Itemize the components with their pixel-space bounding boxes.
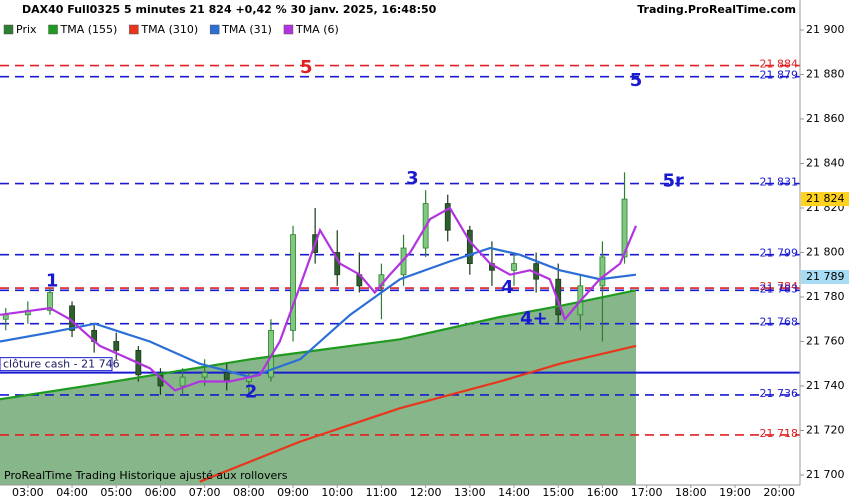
price-body bbox=[69, 305, 75, 331]
y-tick-label: 21 880 bbox=[806, 67, 845, 80]
chart-title: DAX40 Full0325 5 minutes 21 824 +0,42 % … bbox=[22, 3, 437, 16]
legend-label: TMA (155) bbox=[60, 23, 118, 36]
level-label: 21 768 bbox=[760, 316, 799, 329]
wave-label: 4 bbox=[501, 277, 514, 298]
wave-label: 4+ bbox=[520, 308, 548, 329]
level-label: clôture cash - 21 746 bbox=[3, 358, 120, 371]
price-body bbox=[47, 292, 53, 311]
price-body bbox=[444, 203, 451, 231]
x-tick-label: 17:00 bbox=[631, 486, 663, 499]
source: Trading.ProRealTime.com bbox=[637, 3, 796, 16]
price-body bbox=[599, 256, 606, 287]
price-body bbox=[201, 372, 208, 378]
x-tick-label: 09:00 bbox=[277, 486, 309, 499]
legend-swatch bbox=[3, 24, 14, 35]
legend-swatch bbox=[129, 24, 139, 35]
price-body bbox=[466, 229, 473, 265]
price-marker bbox=[801, 192, 849, 207]
price-body bbox=[223, 372, 230, 382]
legend-swatch bbox=[283, 24, 294, 35]
x-tick-label: 18:00 bbox=[675, 486, 707, 499]
x-tick-label: 04:00 bbox=[56, 486, 88, 499]
x-tick-label: 19:00 bbox=[719, 486, 751, 499]
level-label: 21 799 bbox=[760, 247, 799, 260]
y-tick-label: 21 780 bbox=[806, 290, 845, 303]
price-body bbox=[290, 234, 296, 331]
level-label: 21 736 bbox=[760, 387, 799, 400]
price-body bbox=[113, 341, 120, 351]
x-tick-label: 12:00 bbox=[410, 486, 442, 499]
x-tick-label: 05:00 bbox=[100, 486, 132, 499]
price-body bbox=[2, 314, 9, 320]
tma-line bbox=[0, 246, 637, 379]
price-body bbox=[179, 376, 186, 387]
wave-label: 3 bbox=[406, 168, 419, 189]
y-tick-label: 21 900 bbox=[806, 23, 845, 36]
y-tick-label: 21 800 bbox=[806, 245, 845, 258]
x-tick-label: 16:00 bbox=[587, 486, 619, 499]
wave-label: 5 bbox=[630, 70, 643, 91]
legend-label: TMA (310) bbox=[140, 23, 198, 36]
wave-label: 2 bbox=[245, 382, 258, 403]
price-marker-label: 21 824 bbox=[806, 192, 845, 205]
footer: ProRealTime Trading Historique ajusté au… bbox=[4, 469, 288, 482]
wave-label: 1 bbox=[46, 270, 59, 291]
y-tick-label: 21 860 bbox=[806, 112, 845, 125]
x-tick-label: 06:00 bbox=[145, 486, 177, 499]
legend-label: Prix bbox=[16, 23, 37, 36]
level-label: 21 831 bbox=[760, 176, 799, 189]
price-marker bbox=[801, 269, 849, 284]
y-tick-label: 21 840 bbox=[806, 156, 845, 169]
tma-line bbox=[0, 206, 638, 392]
wave-label: 5 bbox=[300, 57, 313, 78]
tma-area bbox=[0, 290, 637, 485]
x-tick-label: 08:00 bbox=[233, 486, 265, 499]
level-label-box bbox=[0, 357, 113, 372]
y-tick-label: 21 760 bbox=[806, 334, 845, 347]
x-tick-label: 10:00 bbox=[321, 486, 353, 499]
y-tick-label: 21 700 bbox=[806, 468, 845, 481]
x-tick-label: 07:00 bbox=[189, 486, 221, 499]
wave-label: 5r bbox=[662, 170, 684, 191]
tma-line bbox=[199, 344, 637, 483]
x-tick-label: 13:00 bbox=[454, 486, 486, 499]
x-tick-label: 15:00 bbox=[542, 486, 574, 499]
x-tick-label: 11:00 bbox=[366, 486, 398, 499]
price-body bbox=[621, 198, 628, 258]
price-marker-label: 21 789 bbox=[806, 270, 845, 283]
legend-swatch bbox=[48, 24, 58, 35]
level-label: 21 879 bbox=[760, 69, 799, 82]
level-label: 21 718 bbox=[760, 427, 799, 440]
y-tick-label: 21 720 bbox=[806, 423, 845, 436]
level-label: 21 884 bbox=[760, 58, 799, 71]
tma-line bbox=[0, 289, 637, 401]
legend-label: TMA (6) bbox=[295, 23, 339, 36]
legend-swatch bbox=[209, 24, 220, 35]
x-tick-label: 03:00 bbox=[12, 486, 44, 499]
x-tick-label: 20:00 bbox=[763, 486, 795, 499]
y-tick-label: 21 740 bbox=[806, 379, 845, 392]
legend-label: TMA (31) bbox=[221, 23, 272, 36]
price-body bbox=[511, 263, 517, 271]
x-tick-label: 14:00 bbox=[498, 486, 530, 499]
level-label: 21 783 bbox=[760, 282, 799, 295]
